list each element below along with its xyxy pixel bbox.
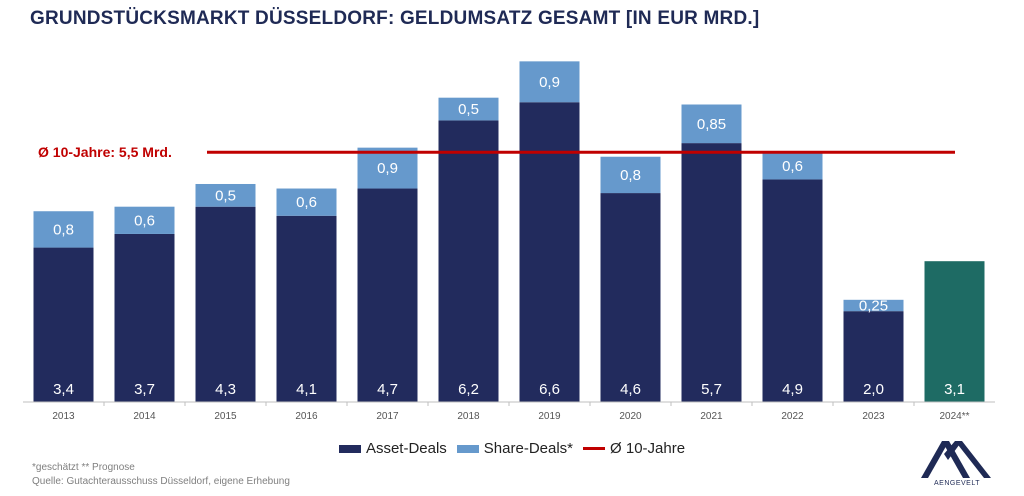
bar-share-2018 bbox=[438, 97, 499, 121]
bar-share-2023 bbox=[843, 299, 904, 312]
data-label-asset: 6,2 bbox=[458, 381, 479, 398]
data-label-asset: 3,1 bbox=[944, 381, 965, 398]
legend-item-avg: Ø 10-Jahre bbox=[583, 440, 685, 457]
x-tick-label: 2020 bbox=[619, 411, 642, 422]
x-tick-label: 2015 bbox=[214, 411, 237, 422]
data-label-asset: 4,9 bbox=[782, 381, 803, 398]
chart-title: GRUNDSTÜCKSMARKT DÜSSELDORF: GELDUMSATZ … bbox=[30, 8, 760, 29]
x-tick-label: 2018 bbox=[457, 411, 480, 422]
data-label-share: 0,9 bbox=[539, 74, 560, 91]
bar-share-2022 bbox=[762, 152, 823, 180]
logo-wordmark: AENGEVELT bbox=[934, 480, 980, 487]
bar-asset-2014 bbox=[114, 233, 175, 402]
legend-label-share: Share-Deals* bbox=[483, 440, 574, 457]
legend-label-asset: Asset-Deals bbox=[365, 440, 447, 457]
aengevelt-logo: AENGEVELT bbox=[918, 436, 996, 492]
bar-share-2020 bbox=[600, 156, 661, 194]
bar-share-2021 bbox=[681, 104, 742, 144]
x-tick-label: 2021 bbox=[700, 411, 723, 422]
legend-item-share: Share-Deals* bbox=[456, 440, 574, 457]
x-tick-label: 2022 bbox=[781, 411, 804, 422]
x-tick-label: 2013 bbox=[52, 411, 75, 422]
bar-asset-2019 bbox=[519, 102, 580, 402]
bar-share-2019 bbox=[519, 61, 580, 103]
data-label-asset: 4,3 bbox=[215, 381, 236, 398]
data-label-asset: 3,4 bbox=[53, 381, 74, 398]
data-label-asset: 2,0 bbox=[863, 381, 884, 398]
data-label-share: 0,5 bbox=[215, 187, 236, 204]
bar-share-2014 bbox=[114, 206, 175, 234]
stacked-bar-chart: 3,4 0,8 2013 3,7 0,6 2014 4,3 0,5 2015 4,1 0,6 2016… bbox=[23, 61, 995, 422]
data-label-asset: 4,7 bbox=[377, 381, 398, 398]
data-label-asset: 4,1 bbox=[296, 381, 317, 398]
footnote-source: Quelle: Gutachterausschuss Düsseldorf, e… bbox=[32, 476, 290, 487]
x-tick-label: 2024** bbox=[939, 411, 969, 422]
aengevelt-logo-icon bbox=[921, 441, 991, 478]
bar-asset-2022 bbox=[762, 179, 823, 402]
legend-swatch-share bbox=[456, 444, 479, 453]
data-label-share: 0,6 bbox=[782, 158, 803, 175]
bar-share-2015 bbox=[195, 183, 256, 207]
data-label-share: 0,6 bbox=[134, 212, 155, 229]
data-label-asset: 5,7 bbox=[701, 381, 722, 398]
bar-share-2016 bbox=[276, 188, 337, 216]
bar-asset-2015 bbox=[195, 206, 256, 402]
average-line-label: Ø 10-Jahre: 5,5 Mrd. bbox=[38, 144, 172, 160]
legend-swatch-asset bbox=[338, 444, 361, 453]
bar-asset-2020 bbox=[600, 193, 661, 402]
x-tick-label: 2017 bbox=[376, 411, 399, 422]
data-label-share: 0,8 bbox=[53, 221, 74, 238]
legend-swatch-avg bbox=[583, 447, 606, 450]
x-tick-label: 2019 bbox=[538, 411, 561, 422]
data-label-share: 0,9 bbox=[377, 160, 398, 177]
data-label-asset: 3,7 bbox=[134, 381, 155, 398]
x-tick-label: 2016 bbox=[295, 411, 318, 422]
data-label-share: 0,25 bbox=[859, 297, 888, 314]
legend-label-avg: Ø 10-Jahre bbox=[610, 440, 686, 457]
data-label-asset: 4,6 bbox=[620, 381, 641, 398]
data-label-asset: 6,6 bbox=[539, 381, 560, 398]
bar-asset-2016 bbox=[276, 215, 337, 402]
bar-asset-2023 bbox=[843, 311, 904, 402]
x-tick-label: 2023 bbox=[862, 411, 885, 422]
legend: Asset-Deals Share-Deals* Ø 10-Jahre bbox=[0, 440, 1024, 457]
data-label-share: 0,6 bbox=[296, 194, 317, 211]
data-label-share: 0,85 bbox=[697, 116, 726, 133]
bar-share-2013 bbox=[33, 211, 94, 248]
bar-forecast-2024 bbox=[924, 261, 985, 402]
footnote-legend: *geschätzt ** Prognose bbox=[32, 462, 135, 473]
bar-asset-2017 bbox=[357, 188, 418, 402]
bar-asset-2021 bbox=[681, 143, 742, 402]
data-label-share: 0,8 bbox=[620, 167, 641, 184]
x-tick-label: 2014 bbox=[133, 411, 156, 422]
legend-item-asset: Asset-Deals bbox=[338, 440, 447, 457]
data-label-share: 0,5 bbox=[458, 101, 479, 118]
bar-asset-2013 bbox=[33, 247, 94, 402]
bar-asset-2018 bbox=[438, 120, 499, 403]
bar-share-2017 bbox=[357, 147, 418, 189]
